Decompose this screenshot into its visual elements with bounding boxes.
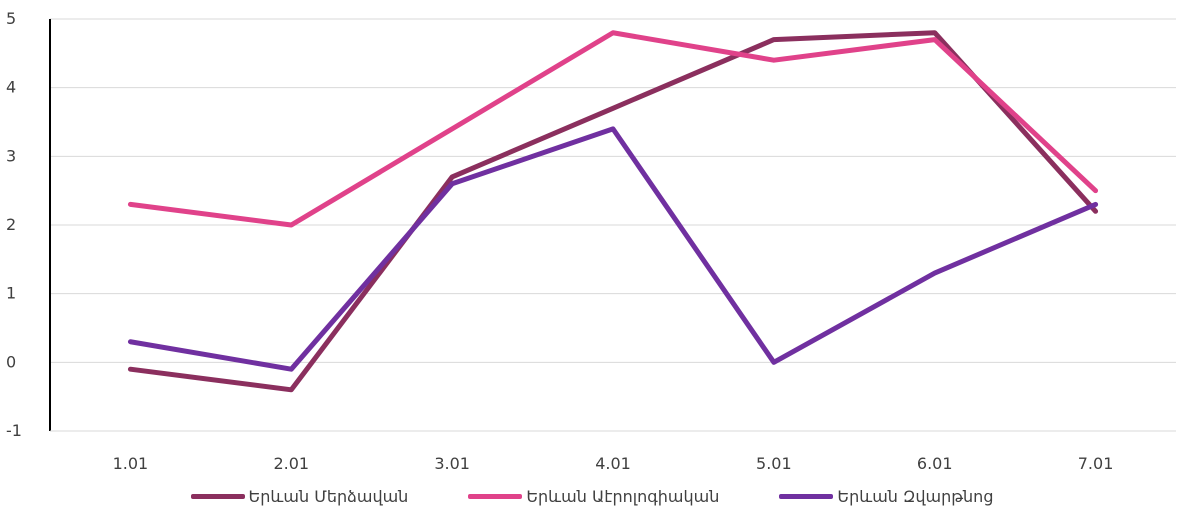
x-tick-label: 4.01 (595, 454, 631, 473)
y-tick-label: 1 (6, 284, 16, 303)
legend-swatch-3 (779, 494, 834, 499)
legend-swatch-2 (468, 494, 523, 499)
legend-item-2: Երևան Աէրոլոգիական (468, 487, 719, 506)
legend-swatch-1 (190, 494, 245, 499)
gridlines (50, 18, 1176, 363)
y-tick-label: -1 (6, 421, 22, 440)
x-tick-label: 1.01 (113, 454, 149, 473)
y-tick-label: 2 (6, 215, 16, 234)
series-lines (127, 30, 1099, 393)
legend: Երևան Մերձավան Երևան Աէրոլոգիական Երևան … (0, 487, 1184, 506)
line-chart: -1 0 1 2 3 4 5 1.01 2.01 3.01 4.01 5.01 6.01 7.01 (6, 9, 1176, 473)
x-tick-label: 2.01 (273, 454, 309, 473)
axes: -1 0 1 2 3 4 5 1.01 2.01 3.01 4.01 5.01 6.01 7.01 (6, 9, 1176, 473)
y-tick-label: 0 (6, 352, 16, 371)
legend-label-2: Երևան Աէրոլոգիական (526, 487, 720, 506)
legend-item-3: Երևան Զվարթնոց (779, 487, 993, 506)
x-tick-label: 3.01 (434, 454, 470, 473)
series-line-1 (127, 30, 1099, 393)
x-tick-label: 6.01 (917, 454, 953, 473)
legend-label-3: Երևան Զվարթնոց (837, 487, 994, 506)
legend-item-1: Երևան Մերձավան (190, 487, 409, 506)
series-line-2 (127, 30, 1099, 228)
y-tick-label: 3 (6, 146, 16, 165)
y-tick-label: 4 (6, 78, 16, 97)
x-tick-label: 5.01 (756, 454, 792, 473)
series-line-3 (127, 126, 1099, 372)
legend-label-1: Երևան Մերձավան (248, 487, 409, 506)
x-tick-label: 7.01 (1078, 454, 1114, 473)
y-tick-label: 5 (6, 9, 16, 28)
